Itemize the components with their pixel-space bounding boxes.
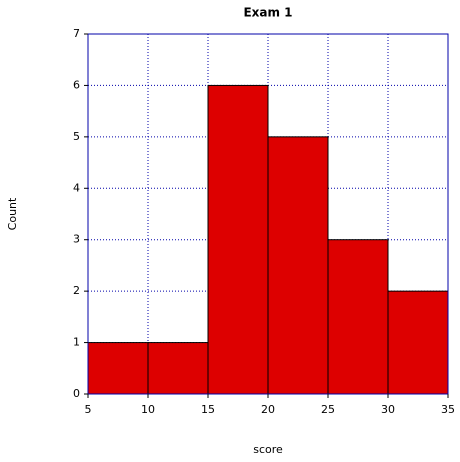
y-tick-label: 5 [73, 130, 80, 143]
y-tick-label: 3 [73, 233, 80, 246]
y-tick-label: 4 [73, 181, 80, 194]
bar [267, 136, 329, 395]
x-tick-label: 35 [441, 403, 455, 416]
y-tick-label: 2 [73, 284, 80, 297]
x-tick-label: 5 [85, 403, 92, 416]
bars [87, 84, 449, 395]
y-tick-label: 7 [73, 27, 80, 40]
x-tick-label: 20 [261, 403, 275, 416]
bar [387, 290, 449, 395]
x-tick-label: 30 [381, 403, 395, 416]
y-axis-label: Count [6, 197, 19, 230]
bar [327, 239, 389, 395]
chart-title: Exam 1 [243, 6, 292, 20]
x-tick-label: 25 [321, 403, 335, 416]
y-tick-label: 6 [73, 78, 80, 91]
bar [207, 84, 269, 395]
y-tick-label: 1 [73, 336, 80, 349]
x-tick-label: 15 [201, 403, 215, 416]
y-tick-label: 0 [73, 387, 80, 400]
bar [147, 342, 209, 395]
ticks: 0 1 2 3 4 5 6 7 5 10 15 20 25 30 35 [73, 27, 455, 416]
x-tick-label: 10 [141, 403, 155, 416]
bar [87, 342, 149, 395]
x-axis-label: score [253, 443, 283, 456]
